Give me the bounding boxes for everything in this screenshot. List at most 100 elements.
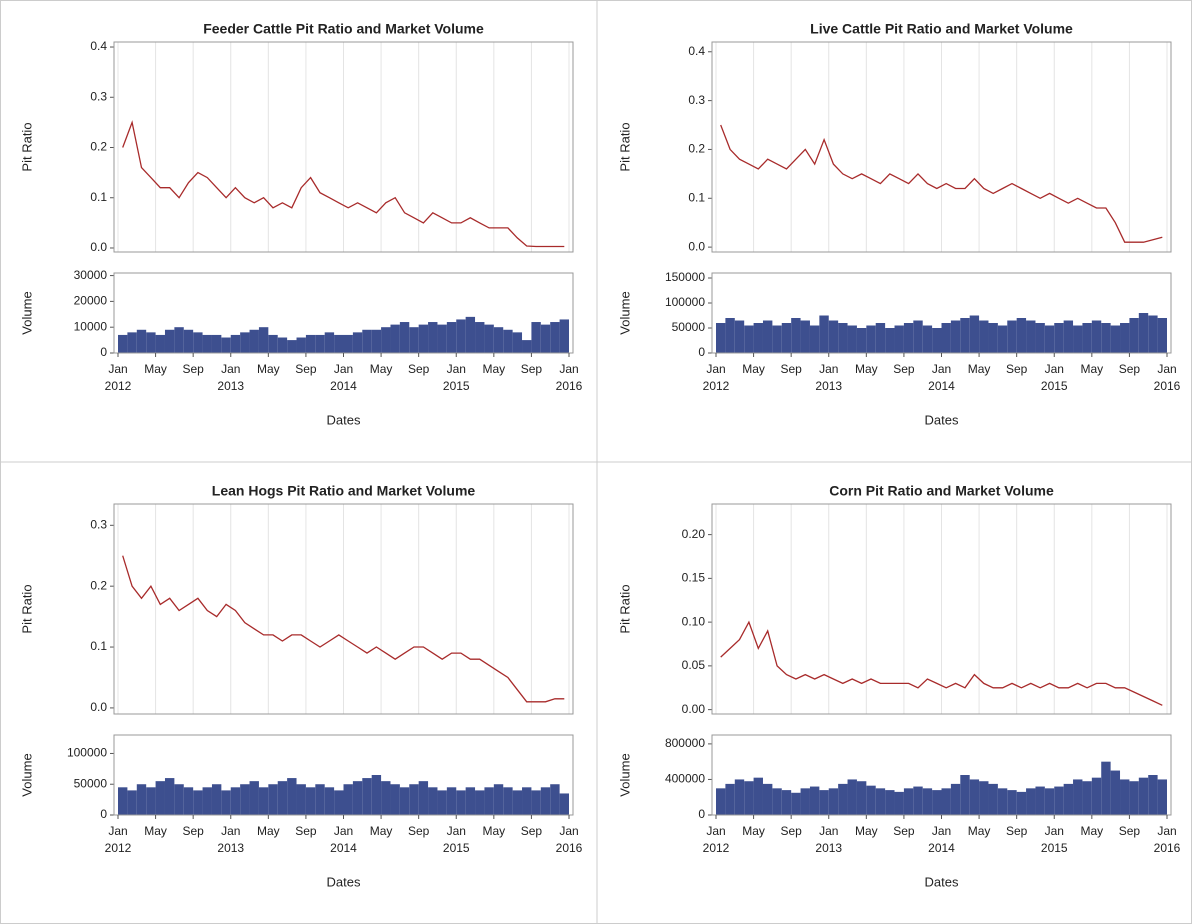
volume-bar bbox=[428, 787, 438, 815]
volume-bar bbox=[847, 325, 857, 353]
volume-bar bbox=[503, 787, 513, 815]
volume-bar bbox=[734, 320, 745, 353]
volume-bar bbox=[240, 784, 250, 815]
y-tick-label: 0.3 bbox=[90, 89, 107, 103]
x-tick-label: May bbox=[144, 362, 167, 376]
volume-bar bbox=[1091, 777, 1102, 815]
volume-bar bbox=[1026, 320, 1036, 353]
volume-bar bbox=[828, 788, 839, 815]
volume-bar bbox=[762, 320, 773, 353]
y-axis-label: Pit Ratio bbox=[19, 584, 34, 633]
y-tick-label: 0.4 bbox=[90, 39, 107, 53]
plot-frame bbox=[711, 41, 1172, 253]
volume-bar bbox=[856, 781, 867, 815]
volume-bar bbox=[522, 340, 532, 353]
x-tick-label: Sep bbox=[780, 362, 802, 376]
x-tick-label: Sep bbox=[893, 824, 915, 838]
y-tick-label: 0.05 bbox=[682, 658, 706, 672]
volume-bar bbox=[493, 327, 504, 353]
pit-ratio-line bbox=[122, 120, 565, 248]
volume-bar bbox=[540, 324, 551, 353]
volume-bar bbox=[456, 319, 466, 353]
x-axis-label: Dates bbox=[925, 412, 959, 427]
volume-bar bbox=[127, 790, 137, 815]
x-tick-label: Jan bbox=[221, 824, 240, 838]
x-tick-label: May bbox=[742, 362, 765, 376]
volume-bar bbox=[1157, 779, 1167, 815]
y-tick-label: 0.15 bbox=[682, 571, 706, 585]
volume-bar bbox=[950, 783, 961, 815]
pit-ratio-line bbox=[122, 555, 565, 703]
volume-bar bbox=[1157, 318, 1167, 353]
volume-bar bbox=[221, 337, 231, 353]
volume-bar bbox=[791, 792, 801, 815]
volume-bar bbox=[1073, 779, 1083, 815]
x-axis-label: Dates bbox=[327, 874, 361, 889]
volume-bar bbox=[838, 783, 848, 815]
volume-bar bbox=[716, 323, 726, 353]
volume-bar bbox=[371, 329, 382, 353]
volume-bar bbox=[249, 329, 259, 353]
y-tick-label: 30000 bbox=[74, 268, 108, 282]
y-tick-label: 0.10 bbox=[682, 614, 706, 628]
volume-bar bbox=[475, 322, 485, 353]
x-tick-year: 2015 bbox=[1041, 841, 1068, 855]
volume-bar bbox=[1063, 783, 1074, 815]
volume-bar bbox=[484, 324, 494, 353]
x-tick-label: Sep bbox=[1119, 824, 1141, 838]
volume-bar bbox=[716, 788, 726, 815]
y-tick-label: 20000 bbox=[74, 294, 108, 308]
volume-bar bbox=[885, 790, 895, 815]
volume-bar bbox=[475, 790, 485, 815]
volume-bar bbox=[258, 327, 269, 353]
volume-bar bbox=[503, 329, 513, 353]
volume-bar bbox=[409, 784, 419, 815]
x-tick-year: 2014 bbox=[330, 841, 357, 855]
chart-title: Feeder Cattle Pit Ratio and Market Volum… bbox=[203, 21, 484, 37]
volume-bar bbox=[456, 790, 466, 815]
volume-bar bbox=[809, 325, 820, 353]
volume-bar bbox=[885, 328, 895, 353]
volume-bar bbox=[1007, 790, 1017, 815]
volume-bar bbox=[211, 334, 222, 353]
x-tick-label: Jan bbox=[932, 824, 951, 838]
volume-bar bbox=[202, 334, 212, 353]
volume-bar bbox=[866, 325, 876, 353]
x-tick-year: 2013 bbox=[815, 379, 842, 393]
volume-bar bbox=[164, 778, 175, 815]
volume-bar bbox=[531, 322, 541, 353]
volume-bar bbox=[1007, 320, 1017, 353]
x-tick-label: May bbox=[482, 362, 505, 376]
chart-title: Corn Pit Ratio and Market Volume bbox=[829, 483, 1054, 499]
x-tick-label: Jan bbox=[706, 362, 725, 376]
volume-bar bbox=[155, 334, 165, 353]
volume-bar bbox=[1120, 779, 1130, 815]
x-tick-label: May bbox=[968, 824, 991, 838]
y-tick-label: 0.00 bbox=[682, 702, 706, 716]
x-tick-label: Jan bbox=[1045, 824, 1064, 838]
plot-frame bbox=[711, 503, 1172, 715]
y-tick-label: 800000 bbox=[665, 736, 705, 750]
x-tick-year: 2012 bbox=[105, 379, 132, 393]
volume-bar bbox=[446, 322, 457, 353]
volume-bar bbox=[1073, 325, 1083, 353]
volume-bar bbox=[522, 787, 532, 815]
x-tick-label: May bbox=[257, 362, 280, 376]
x-tick-label: Jan bbox=[108, 362, 127, 376]
volume-bar bbox=[193, 790, 203, 815]
x-tick-label: Jan bbox=[706, 824, 725, 838]
volume-bar bbox=[969, 779, 980, 815]
volume-bar bbox=[334, 790, 344, 815]
volume-bar bbox=[437, 324, 447, 353]
volume-bar bbox=[324, 332, 335, 353]
volume-bar bbox=[409, 327, 419, 353]
volume-bar bbox=[828, 320, 839, 353]
volume-bar bbox=[146, 787, 156, 815]
x-tick-year: 2012 bbox=[703, 379, 730, 393]
volume-bar bbox=[1129, 318, 1139, 353]
y-tick-label: 0.1 bbox=[90, 639, 107, 653]
volume-bar bbox=[315, 784, 325, 815]
y-tick-label: 0.20 bbox=[682, 527, 706, 541]
volume-bar bbox=[856, 328, 867, 353]
